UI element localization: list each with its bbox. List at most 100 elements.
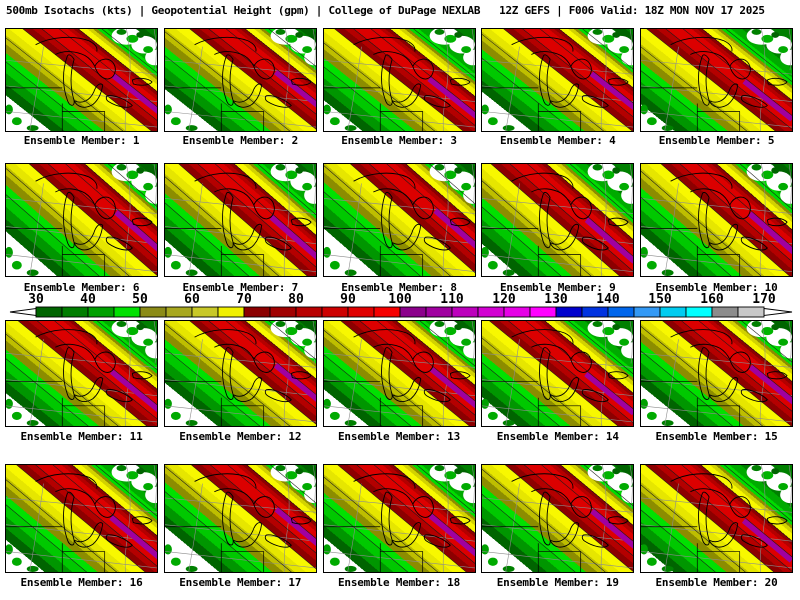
latlon-graticule — [323, 465, 475, 572]
purple-jet-core — [741, 518, 792, 563]
colorbar-svg: 30 40 50 60 70 80 90 100 110 120 130 140 150 160 170 — [9, 292, 793, 318]
wind-minimum-patches — [164, 29, 316, 131]
ensemble-panel — [481, 464, 635, 573]
colorbar-segment — [581, 306, 609, 318]
isotach-map — [164, 321, 316, 426]
colorbar-tick-label: 150 — [648, 292, 672, 307]
colorbar-segment — [243, 306, 271, 318]
colorbar-tick-label: 130 — [544, 292, 568, 307]
purple-jet-core — [273, 69, 316, 108]
colorbar-segment — [399, 306, 427, 318]
colorbar-right-cap — [763, 307, 793, 317]
purple-jet-core — [269, 214, 316, 260]
colorbar-tick-label: 50 — [132, 292, 148, 307]
ensemble-panel — [163, 163, 317, 277]
map-outlines — [6, 329, 153, 426]
ensemble-member-label: Ensemble Member: 12 — [179, 430, 302, 443]
ensemble-panel — [481, 163, 635, 277]
ensemble-member-label: Ensemble Member: 2 — [182, 134, 299, 147]
latlon-graticule — [641, 164, 792, 276]
wind-minimum-patches — [6, 465, 157, 572]
colorbar-segment — [191, 306, 219, 318]
wind-minimum-patches — [641, 321, 792, 426]
height-contours — [641, 29, 792, 131]
ensemble-panel — [5, 320, 158, 427]
wind-minimum-patches — [6, 321, 157, 426]
ensemble-panel — [640, 320, 793, 427]
purple-jet-core — [590, 71, 634, 111]
latlon-graticule — [164, 29, 316, 131]
page-title: 500mb Isotachs (kts) | Geopotential Heig… — [6, 4, 765, 17]
colorbar-segment — [737, 306, 765, 318]
ensemble-panel — [322, 464, 476, 573]
isotach-map — [6, 164, 157, 276]
ensemble-member-label: Ensemble Member: 5 — [658, 134, 775, 147]
purple-jet-core — [114, 209, 157, 252]
colorbar-tick-label: 140 — [596, 292, 620, 307]
height-contours — [641, 321, 792, 426]
wind-minimum-patches — [482, 164, 634, 276]
latlon-graticule — [641, 321, 792, 426]
ensemble-member-label: Ensemble Member: 11 — [20, 430, 143, 443]
latlon-graticule — [323, 29, 475, 131]
map-outlines — [164, 36, 312, 131]
ensemble-panel — [5, 163, 158, 277]
colorbar-tick-label: 70 — [236, 292, 252, 307]
map-outlines — [323, 172, 471, 276]
colorbar-segment — [503, 306, 531, 318]
ensemble-panel — [640, 163, 793, 277]
ensemble-member-label: Ensemble Member: 1 — [23, 134, 140, 147]
isotach-map — [323, 465, 475, 572]
isotach-map — [641, 29, 792, 131]
height-contours — [323, 321, 475, 426]
ensemble-member-label: Ensemble Member: 15 — [655, 430, 778, 443]
colorbar-segment — [269, 306, 297, 318]
ensemble-panel — [5, 28, 158, 132]
colorbar-segment — [425, 306, 453, 318]
map-outlines — [323, 329, 471, 426]
purple-jet-core — [748, 364, 792, 405]
height-contours — [482, 164, 634, 276]
ensemble-member-label: Ensemble Member: 13 — [337, 430, 461, 443]
colorbar-segment — [61, 306, 89, 318]
map-outlines — [323, 36, 471, 131]
ensemble-member-label: Ensemble Member: 10 — [655, 281, 778, 294]
ensemble-panel — [163, 464, 317, 573]
ensemble-member-label: Ensemble Member: 9 — [499, 281, 616, 294]
colorbar-segment — [35, 306, 63, 318]
purple-jet-core — [110, 369, 157, 413]
latlon-graticule — [6, 164, 157, 276]
isotach-map — [6, 321, 157, 426]
isotach-map — [641, 321, 792, 426]
purple-jet-core — [429, 367, 475, 409]
purple-jet-core — [426, 76, 475, 119]
height-contours — [164, 164, 316, 276]
purple-jet-core — [109, 515, 157, 560]
ensemble-panel — [481, 320, 635, 427]
height-contours — [641, 164, 792, 276]
map-outlines — [164, 329, 312, 426]
wind-minimum-patches — [323, 321, 475, 426]
ensemble-panel — [640, 28, 793, 132]
wind-minimum-patches — [6, 164, 157, 276]
isotach-map — [6, 465, 157, 572]
map-outlines — [164, 172, 312, 276]
colorbar-segment — [113, 306, 141, 318]
purple-jet-core — [590, 508, 634, 549]
colorbar-segment — [685, 306, 713, 318]
colorbar-segment — [555, 306, 583, 318]
height-contours — [6, 29, 157, 131]
colorbar-segment — [165, 306, 193, 318]
latlon-graticule — [323, 164, 475, 276]
wind-minimum-patches — [482, 465, 634, 572]
isotach-map — [323, 29, 475, 131]
wind-minimum-patches — [164, 164, 316, 276]
purple-jet-core — [748, 211, 792, 255]
map-outlines — [6, 473, 153, 572]
map-outlines — [164, 473, 312, 572]
isotach-map — [6, 29, 157, 131]
ensemble-panel — [163, 320, 317, 427]
wind-minimum-patches — [6, 29, 157, 131]
ensemble-panel — [322, 28, 476, 132]
